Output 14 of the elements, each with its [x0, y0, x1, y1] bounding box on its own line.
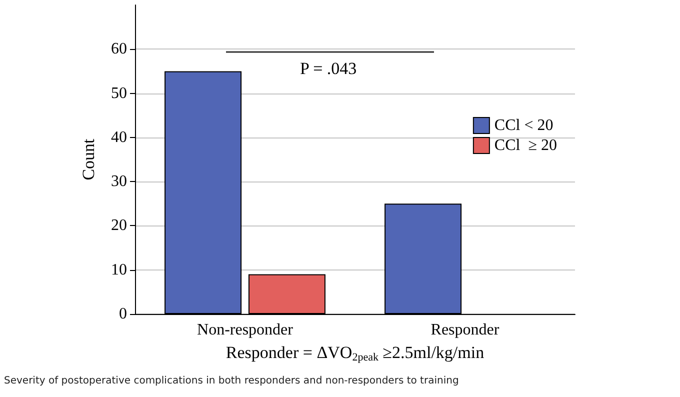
y-tick-label: 40	[111, 128, 127, 146]
y-axis-title: Count	[79, 138, 98, 180]
text: Severity of postoperative complications in both responders and non-responders to training	[4, 376, 459, 386]
legend-label: CCl < 20	[494, 117, 554, 134]
legend-label: CCl ≥ 20	[494, 137, 558, 154]
y-tick-label: 60	[111, 40, 127, 58]
annotation: P = .043	[300, 59, 357, 78]
y-tick-label: 0	[119, 306, 127, 322]
x-tick-label: Non-responder	[197, 322, 294, 338]
x-tick-label: Responder	[430, 322, 500, 338]
y-tick-label: 10	[111, 261, 127, 278]
y-tick-label: 30	[111, 173, 127, 190]
y-tick-label: 20	[111, 217, 127, 234]
y-tick-label: 50	[111, 84, 127, 102]
